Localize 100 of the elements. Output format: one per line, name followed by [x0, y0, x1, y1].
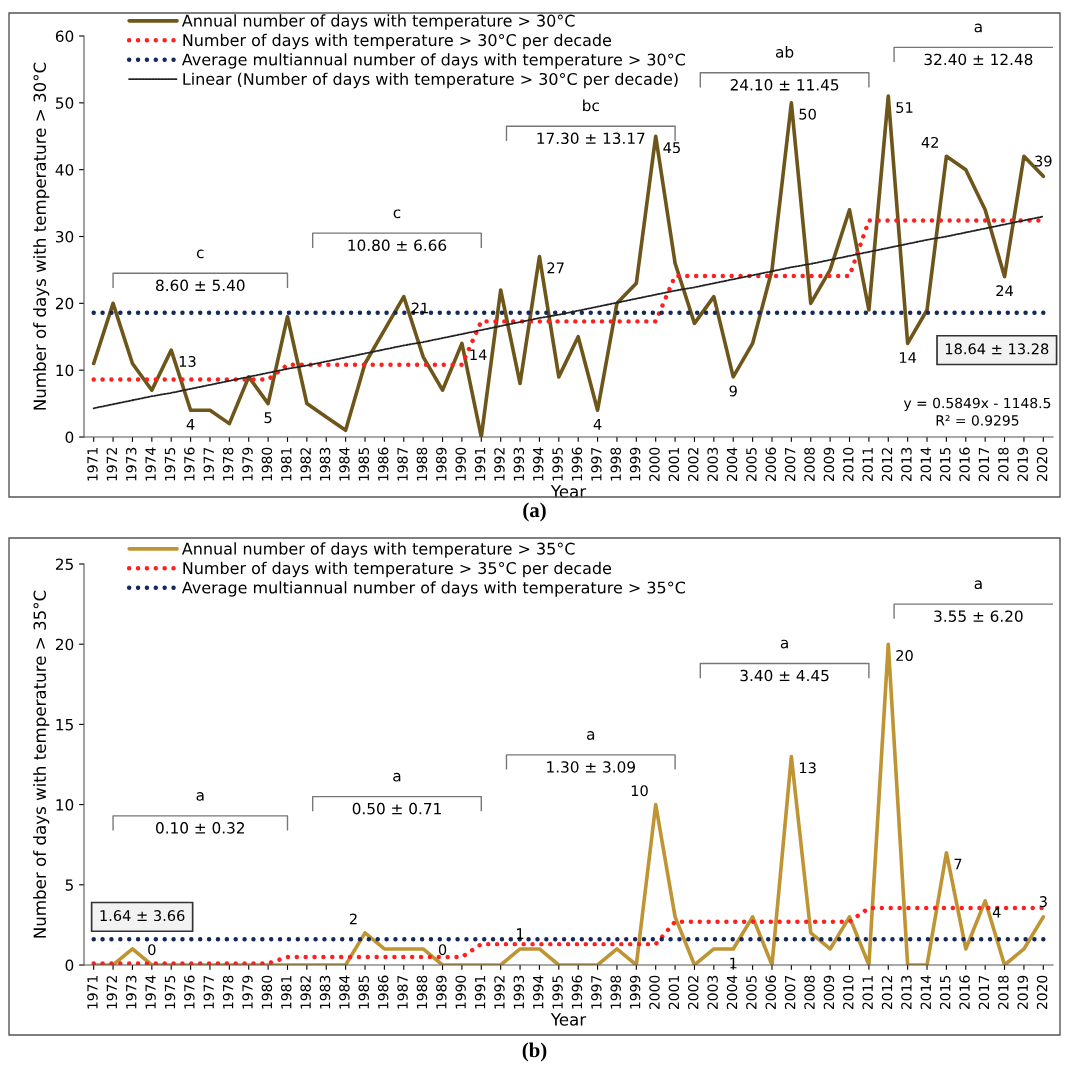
data-label: 14: [470, 349, 487, 361]
y-axis-title: Number of days with temperature > 30°C: [33, 62, 50, 410]
x-tick-label: 1984: [339, 975, 350, 1009]
annotation: 32.40 ± 12.48: [924, 53, 1033, 66]
text: (a): [523, 502, 546, 522]
data-label: 13: [179, 355, 196, 367]
x-tick-label: 2019: [1017, 975, 1028, 1010]
x-tick-label: 2015: [939, 975, 951, 1010]
x-tick-label: 2014: [920, 447, 932, 482]
y-axis-title: Number of days with temperature > 35°C: [33, 590, 50, 938]
annotation: 3.40 ± 4.45: [740, 669, 829, 682]
x-tick-label: 2017: [978, 447, 990, 482]
x-tick-label: 2016: [959, 975, 970, 1010]
x-axis-title: Year: [550, 485, 587, 498]
x-tick-label: 2005: [746, 447, 757, 482]
x-tick-label: 2018: [998, 447, 1009, 482]
x-tick-label: 2015: [939, 447, 951, 482]
annotation: a: [393, 772, 401, 782]
x-tick-label: 1979: [242, 975, 253, 1009]
x-tick-label: 1981: [281, 448, 292, 481]
x-tick-label: 2007: [784, 447, 796, 482]
x-tick-label: 2000: [649, 975, 660, 1010]
x-tick-label: 1995: [552, 447, 563, 481]
annotation: c: [393, 209, 401, 219]
annotation: ab: [775, 45, 794, 58]
x-tick-label: 2001: [668, 976, 680, 1010]
x-tick-label: 1975: [164, 447, 176, 481]
y-tick-label: 20: [55, 297, 74, 310]
x-tick-label: 2004: [726, 447, 738, 482]
annotation: 10.80 ± 6.66: [348, 239, 447, 251]
x-tick-label: 1983: [319, 975, 331, 1009]
x-tick-label: 1985: [358, 975, 370, 1009]
annotation: 18.64 ± 13.28: [945, 343, 1049, 355]
x-tick-label: 1988: [416, 975, 428, 1009]
data-label: 3: [1039, 896, 1047, 908]
y-tick-label: 30: [56, 230, 74, 243]
legend-label: Average multiannual number of days with temperature > 35°C: [181, 581, 685, 597]
data-label: 4: [992, 906, 1001, 918]
x-tick-label: 1979: [242, 447, 253, 481]
x-tick-label: 2013: [901, 447, 912, 482]
x-tick-label: 1972: [106, 448, 118, 481]
x-tick-label: 2018: [998, 975, 1009, 1010]
annotation: a: [587, 731, 595, 740]
annotation: a: [974, 580, 982, 590]
x-tick-label: 1992: [494, 976, 505, 1009]
annotation: y = 0.5849x - 1148.5: [903, 397, 1051, 411]
x-tick-label: 2014: [920, 975, 932, 1010]
x-tick-label: 1993: [513, 975, 525, 1009]
legend-label: Average multiannual number of days with temperature > 30°C: [181, 53, 685, 69]
x-tick-label: 1990: [455, 447, 466, 481]
data-label: 1: [517, 928, 524, 939]
x-tick-label: 1971: [87, 448, 98, 481]
data-label: 21: [411, 302, 428, 314]
x-tick-label: 2006: [765, 975, 777, 1010]
x-tick-label: 1976: [184, 447, 195, 481]
annotation: bc: [583, 99, 599, 112]
x-tick-label: 1981: [281, 976, 292, 1009]
x-tick-label: 1978: [222, 447, 234, 481]
x-tick-label: 1999: [629, 447, 641, 481]
data-label: 5: [264, 412, 272, 424]
x-tick-label: 2005: [746, 975, 757, 1010]
data-label: 39: [1035, 155, 1052, 167]
x-tick-label: 1973: [125, 975, 137, 1009]
legend-label: Number of days with temperature > 35°C per decade: [183, 561, 612, 578]
x-tick-label: 2004: [726, 975, 738, 1010]
data-label: 13: [799, 762, 816, 774]
x-tick-label: 2007: [784, 975, 796, 1010]
data-label: 14: [899, 352, 917, 363]
annotation: 1.64 ± 3.66: [100, 910, 185, 922]
x-tick-label: 2008: [804, 447, 815, 482]
text: (b): [522, 1042, 547, 1062]
x-tick-label: 1982: [300, 976, 311, 1009]
y-tick-label: 0: [65, 431, 74, 444]
x-tick-label: 1996: [571, 447, 583, 481]
annotation: 0.10 ± 0.32: [156, 822, 245, 834]
y-tick-label: 50: [56, 97, 74, 109]
x-tick-label: 1995: [552, 975, 563, 1009]
x-tick-label: 1997: [591, 975, 602, 1009]
annotation: 0.50 ± 0.71: [352, 802, 441, 815]
y-tick-label: 0: [65, 959, 74, 972]
x-tick-label: 1989: [436, 975, 447, 1009]
data-label: 27: [547, 262, 564, 274]
annotation: a: [780, 639, 788, 649]
x-tick-label: 1980: [261, 447, 273, 481]
y-tick-label: 20: [55, 638, 74, 651]
x-tick-label: 1998: [610, 447, 621, 481]
x-tick-label: 1993: [513, 447, 525, 481]
legend-label: Annual number of days with temperature > 30°C: [181, 14, 575, 30]
data-label: 42: [921, 136, 938, 148]
y-tick-label: 10: [56, 364, 74, 377]
x-tick-label: 2013: [901, 975, 912, 1010]
x-tick-label: 1992: [494, 448, 505, 481]
x-tick-label: 2012: [881, 976, 893, 1010]
x-tick-label: 1994: [532, 447, 544, 481]
data-label: 4: [593, 419, 602, 430]
data-label: 1: [730, 957, 737, 969]
x-tick-label: 1977: [203, 975, 214, 1009]
x-tick-label: 1982: [300, 448, 311, 481]
x-tick-label: 1984: [339, 447, 350, 481]
x-tick-label: 1987: [397, 447, 408, 481]
